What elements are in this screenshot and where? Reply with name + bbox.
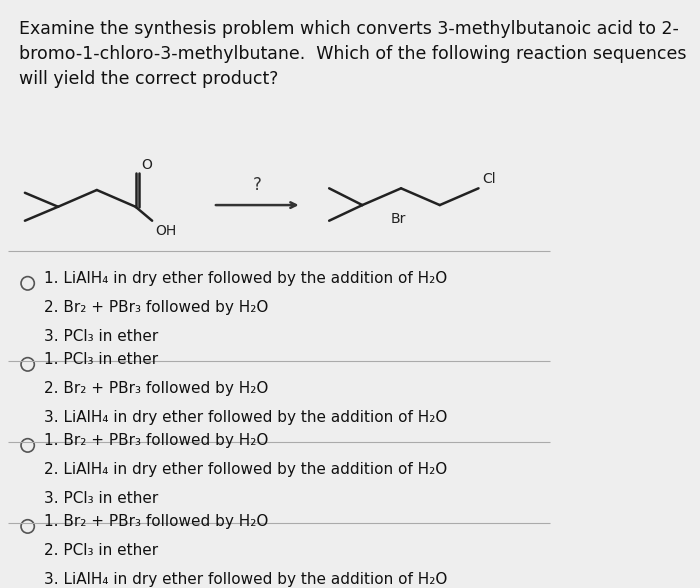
Text: 1. Br₂ + PBr₃ followed by H₂O: 1. Br₂ + PBr₃ followed by H₂O <box>44 514 269 529</box>
Text: 2. PCl₃ in ether: 2. PCl₃ in ether <box>44 543 158 558</box>
Text: Cl: Cl <box>482 172 496 186</box>
Text: 1. LiAlH₄ in dry ether followed by the addition of H₂O: 1. LiAlH₄ in dry ether followed by the a… <box>44 271 447 286</box>
Text: 2. Br₂ + PBr₃ followed by H₂O: 2. Br₂ + PBr₃ followed by H₂O <box>44 300 269 315</box>
Text: 1. PCl₃ in ether: 1. PCl₃ in ether <box>44 352 158 367</box>
Text: O: O <box>141 158 152 172</box>
Text: 3. PCl₃ in ether: 3. PCl₃ in ether <box>44 491 158 506</box>
Text: Examine the synthesis problem which converts 3-methylbutanoic acid to 2-
bromo-1: Examine the synthesis problem which conv… <box>20 19 687 88</box>
Text: Br: Br <box>391 212 406 226</box>
Text: 3. LiAlH₄ in dry ether followed by the addition of H₂O: 3. LiAlH₄ in dry ether followed by the a… <box>44 572 447 587</box>
Text: 3. LiAlH₄ in dry ether followed by the addition of H₂O: 3. LiAlH₄ in dry ether followed by the a… <box>44 410 447 425</box>
Text: 2. LiAlH₄ in dry ether followed by the addition of H₂O: 2. LiAlH₄ in dry ether followed by the a… <box>44 462 447 477</box>
Text: 3. PCl₃ in ether: 3. PCl₃ in ether <box>44 329 158 344</box>
Text: 1. Br₂ + PBr₃ followed by H₂O: 1. Br₂ + PBr₃ followed by H₂O <box>44 433 269 448</box>
Text: 2. Br₂ + PBr₃ followed by H₂O: 2. Br₂ + PBr₃ followed by H₂O <box>44 381 269 396</box>
Text: ?: ? <box>253 176 262 194</box>
Text: OH: OH <box>155 223 176 238</box>
